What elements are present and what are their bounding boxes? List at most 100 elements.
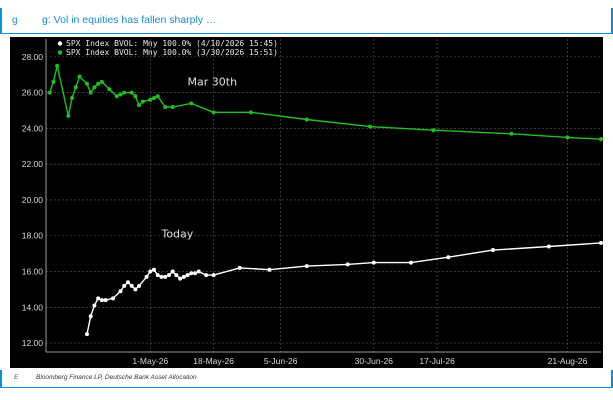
series-point-0 bbox=[84, 332, 89, 337]
series-point-0 bbox=[546, 244, 551, 249]
series-point-1 bbox=[114, 94, 119, 99]
series-point-0 bbox=[196, 269, 201, 274]
series-point-1 bbox=[47, 90, 52, 95]
y-tick-label: 28.00 bbox=[22, 52, 44, 62]
legend-marker bbox=[57, 41, 63, 46]
series-line-0 bbox=[86, 242, 602, 335]
series-point-0 bbox=[155, 273, 160, 278]
vol-term-structure-chart: 12.00 14.00 16.00 18.00 20.00 22.00 24.00 26.00… bbox=[22, 39, 603, 366]
y-tick-label: 20.00 bbox=[22, 195, 44, 205]
series-point-1 bbox=[163, 104, 168, 109]
series-point-1 bbox=[129, 90, 134, 95]
series-point-1 bbox=[92, 85, 97, 90]
chart-header: g g: Vol in equities has fallen sharply … bbox=[0, 8, 613, 34]
series-point-1 bbox=[189, 101, 194, 106]
series-point-0 bbox=[125, 280, 130, 285]
series-point-0 bbox=[204, 273, 209, 278]
series-point-0 bbox=[599, 240, 603, 245]
series-point-0 bbox=[133, 287, 138, 292]
series-point-1 bbox=[107, 87, 112, 92]
x-tick-label: 17-Jul-26 bbox=[419, 356, 455, 366]
series-point-1 bbox=[152, 96, 157, 101]
series-point-0 bbox=[99, 298, 104, 303]
series-point-0 bbox=[111, 296, 116, 301]
series-point-0 bbox=[345, 262, 350, 267]
x-tick-label: 18-May-26 bbox=[193, 356, 234, 366]
series-point-0 bbox=[189, 271, 194, 276]
x-tick-label: 21-Aug-26 bbox=[548, 356, 588, 366]
series-point-0 bbox=[181, 274, 186, 279]
series-point-0 bbox=[178, 276, 183, 281]
series-point-1 bbox=[137, 103, 142, 108]
series-point-0 bbox=[118, 289, 123, 294]
series-point-1 bbox=[118, 92, 123, 97]
y-tick-label: 26.00 bbox=[22, 88, 44, 98]
y-tick-label: 12.00 bbox=[22, 338, 44, 348]
series-point-1 bbox=[304, 117, 309, 122]
series-point-1 bbox=[140, 99, 145, 104]
series-point-0 bbox=[185, 273, 190, 278]
series-point-1 bbox=[66, 113, 71, 118]
series-point-0 bbox=[137, 283, 142, 288]
series-point-0 bbox=[237, 265, 242, 270]
series-point-0 bbox=[96, 296, 101, 301]
series-line-1 bbox=[49, 65, 602, 140]
series-point-0 bbox=[174, 273, 179, 278]
series-point-0 bbox=[211, 273, 216, 278]
series-point-0 bbox=[170, 269, 175, 274]
series-point-0 bbox=[159, 274, 164, 279]
legend-marker bbox=[57, 50, 63, 55]
series-point-0 bbox=[163, 274, 168, 279]
series-point-1 bbox=[84, 81, 89, 86]
series-point-1 bbox=[170, 104, 175, 109]
series-point-1 bbox=[599, 137, 603, 142]
legend-entry: SPX Index BVOL: Mny 100.0% (3/30/2026 15… bbox=[66, 48, 278, 57]
chart-annotation: Today bbox=[160, 228, 193, 241]
series-point-1 bbox=[70, 96, 75, 101]
legend-entry: SPX Index BVOL: Mny 100.0% (4/10/2026 15… bbox=[66, 39, 278, 48]
series-point-0 bbox=[267, 267, 272, 272]
series-point-0 bbox=[148, 269, 153, 274]
x-tick-label: 1-May-26 bbox=[132, 356, 168, 366]
footer-source-text: Bloomberg Finance LP, Deutsche Bank Asse… bbox=[36, 374, 197, 381]
series-point-1 bbox=[122, 90, 127, 95]
footer-source-letter: E bbox=[14, 374, 19, 381]
series-point-0 bbox=[103, 298, 108, 303]
series-point-1 bbox=[133, 94, 138, 99]
series-point-0 bbox=[152, 267, 157, 272]
series-point-1 bbox=[73, 85, 78, 90]
y-tick-label: 18.00 bbox=[22, 231, 44, 241]
series-point-0 bbox=[122, 283, 127, 288]
series-point-1 bbox=[368, 124, 373, 129]
y-tick-label: 14.00 bbox=[22, 302, 44, 312]
series-point-0 bbox=[92, 303, 97, 308]
series-point-1 bbox=[77, 74, 82, 79]
chart-footer: E Bloomberg Finance LP, Deutsche Bank As… bbox=[0, 370, 613, 388]
chart-annotation: Mar 30th bbox=[188, 76, 238, 89]
series-point-1 bbox=[55, 63, 60, 68]
series-point-0 bbox=[371, 260, 376, 265]
series-point-0 bbox=[88, 314, 93, 319]
series-point-1 bbox=[248, 110, 253, 115]
series-point-1 bbox=[431, 128, 436, 133]
series-point-0 bbox=[144, 274, 149, 279]
series-point-0 bbox=[490, 248, 495, 253]
series-point-1 bbox=[148, 97, 153, 102]
series-point-1 bbox=[88, 90, 93, 95]
series-point-0 bbox=[304, 264, 309, 269]
y-tick-label: 24.00 bbox=[22, 123, 44, 133]
series-point-0 bbox=[446, 255, 451, 260]
x-tick-label: 30-Jun-26 bbox=[355, 356, 394, 366]
y-tick-label: 22.00 bbox=[22, 159, 44, 169]
series-point-0 bbox=[409, 260, 414, 265]
y-tick-label: 16.00 bbox=[22, 267, 44, 277]
exhibit-number: g bbox=[12, 15, 18, 26]
x-tick-label: 5-Jun-26 bbox=[264, 356, 298, 366]
series-point-1 bbox=[155, 94, 160, 99]
chart-panel: 12.00 14.00 16.00 18.00 20.00 22.00 24.00 26.00… bbox=[10, 37, 603, 368]
chart-title: g: Vol in equities has fallen sharply … bbox=[42, 14, 217, 26]
series-point-1 bbox=[509, 131, 514, 136]
series-point-1 bbox=[565, 135, 570, 140]
series-point-1 bbox=[211, 110, 216, 115]
series-point-1 bbox=[96, 81, 101, 86]
